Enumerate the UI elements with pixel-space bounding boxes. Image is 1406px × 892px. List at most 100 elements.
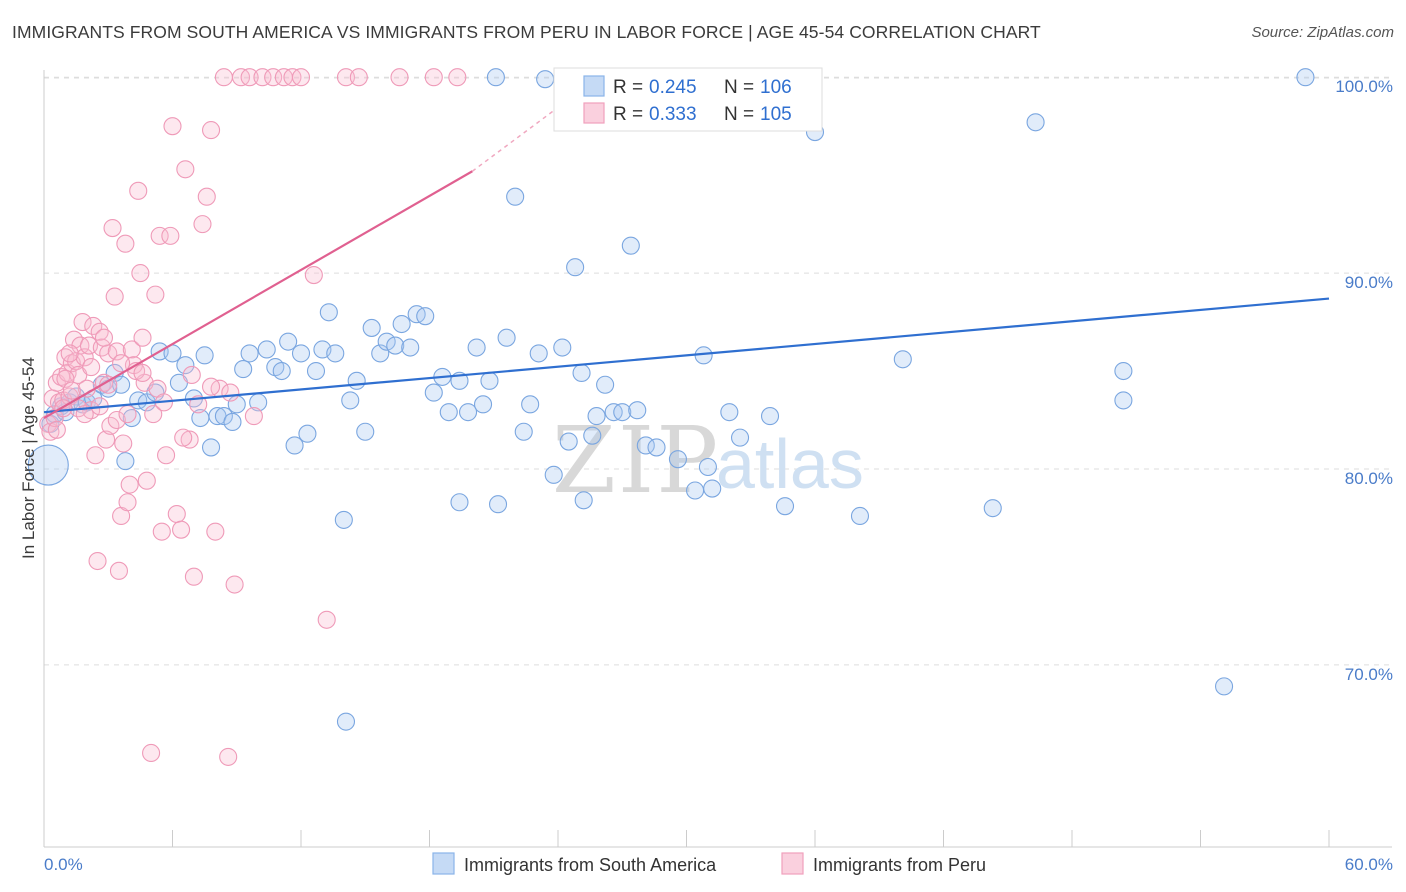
data-point-s0-88 [703,479,722,498]
data-point-s1-86 [82,358,101,377]
data-point-s0-77 [583,426,602,445]
data-point-s1-102 [60,344,79,363]
data-point-s1-22 [86,446,105,465]
data-point-s0-85 [668,450,687,469]
series-south-america-points [27,68,1315,731]
watermark-atlas: atlas [716,425,864,503]
data-point-s1-80 [424,68,443,87]
data-point-s1-67 [225,575,244,594]
legend-r-value-1: 0.333 [649,104,697,125]
data-point-s1-70 [253,68,272,87]
data-point-s1-62 [202,121,221,140]
data-point-s0-84 [647,438,666,457]
data-point-s0-102 [336,712,356,731]
data-point-s0-14 [116,452,135,471]
data-point-s1-39 [122,340,141,359]
data-point-s0-81 [621,236,640,255]
data-point-s1-103 [94,328,114,347]
axes [43,70,1392,848]
bottom-legend-label-south-america[interactable]: Immigrants from South America [464,855,717,875]
y-tick-label-80: 80.0% [1345,469,1393,488]
data-point-s1-100 [221,383,240,402]
data-point-s1-60 [193,215,212,234]
legend-swatch-peru [583,102,605,124]
data-point-s0-0 [27,444,69,486]
data-point-s0-70 [529,344,548,363]
data-point-s1-75 [304,265,323,285]
data-point-s0-65 [488,495,508,514]
bottom-legend-swatch-south-america[interactable] [432,852,455,875]
y-axis-label: In Labor Force | Age 45-54 [19,357,38,559]
data-point-s1-94 [107,410,126,430]
trend-lines [43,102,1330,419]
data-point-s1-23 [88,551,107,571]
data-point-s1-16 [73,313,92,332]
x-tick-label-min: 0.0% [44,855,83,874]
data-point-s1-69 [240,68,259,87]
data-point-s1-52 [161,226,180,245]
chart-source: Source: ZipAtlas.com [1251,24,1394,41]
data-point-s0-98 [1114,391,1133,410]
data-point-s1-53 [163,117,182,136]
data-point-s1-30 [103,218,122,238]
data-point-s1-58 [184,567,203,586]
data-point-s0-64 [480,371,499,390]
watermark: ZIP atlas [552,407,864,514]
data-point-s0-80 [613,403,632,422]
data-point-s1-74 [291,68,311,87]
data-point-s1-17 [75,348,94,367]
data-point-s0-26 [202,438,221,457]
data-point-s1-96 [133,363,152,383]
data-point-s0-39 [291,344,311,363]
data-point-s1-71 [264,68,283,87]
data-point-s0-100 [1215,677,1234,696]
bottom-legend-label-peru[interactable]: Immigrants from Peru [813,855,986,875]
data-point-s1-82 [182,365,201,384]
data-point-s1-55 [172,520,191,539]
data-point-s0-62 [467,338,486,357]
bottom-legend: Immigrants from South America Immigrants… [432,852,986,875]
data-point-s0-37 [279,332,298,351]
trend-line-peru [43,170,473,419]
data-point-s1-61 [197,187,216,206]
data-point-s0-97 [1026,113,1045,132]
legend-n-label-1: N = [724,104,754,125]
data-point-s1-1 [41,422,60,441]
data-point-s0-43 [319,303,338,322]
data-point-s0-89 [720,403,739,422]
data-point-s1-36 [116,234,135,253]
data-point-s0-73 [553,338,572,357]
data-point-s1-46 [142,743,161,763]
data-point-s1-95 [118,405,137,424]
data-point-s1-54 [167,504,186,524]
data-point-s0-75 [566,258,585,277]
data-point-s0-92 [775,497,795,516]
data-point-s1-33 [109,561,129,580]
data-point-s1-91 [62,381,81,400]
bottom-legend-swatch-peru[interactable] [781,852,804,875]
data-point-s1-63 [206,522,225,541]
data-point-s1-59 [189,395,208,414]
data-point-s0-41 [306,361,326,381]
data-point-s0-72 [544,465,563,484]
legend-r-value-0: 0.245 [649,77,697,98]
y-tick-label-90: 90.0% [1345,273,1393,292]
legend-swatch-south-america [583,75,605,97]
y-tick-label-70: 70.0% [1345,665,1393,684]
data-point-s0-105 [574,491,593,510]
data-point-s0-59 [439,403,458,422]
data-point-s0-49 [362,318,381,337]
legend-n-value-1: 105 [760,104,792,125]
data-point-s1-83 [144,405,163,424]
data-point-s0-67 [506,187,525,206]
data-point-s0-36 [272,361,291,381]
data-point-s0-68 [514,422,533,441]
data-point-s0-40 [298,424,317,443]
data-point-s1-66 [219,747,238,766]
data-point-s1-31 [105,287,124,306]
y-tick-labels: 70.0% 80.0% 90.0% 100.0% [1335,77,1393,684]
data-point-s0-86 [686,481,705,500]
data-point-s1-27 [97,430,116,449]
data-point-s1-79 [390,68,409,87]
